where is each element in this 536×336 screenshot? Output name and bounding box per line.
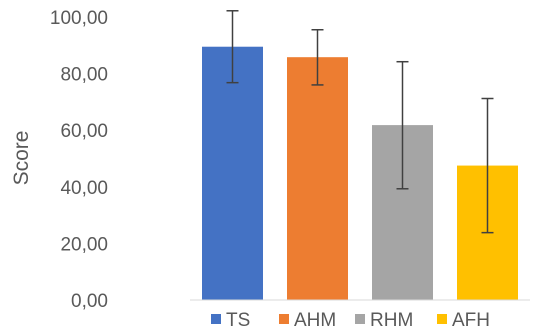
bars bbox=[202, 46, 518, 301]
y-tick-label: 100,00 bbox=[50, 8, 108, 29]
error-bars bbox=[226, 10, 494, 234]
legend-swatch-ts bbox=[211, 314, 221, 324]
bar-ts bbox=[202, 46, 263, 301]
y-tick-label: 20,00 bbox=[60, 234, 108, 255]
y-tick-label: 60,00 bbox=[60, 121, 108, 142]
y-tick-label: 40,00 bbox=[60, 178, 108, 199]
y-axis-title: Score bbox=[10, 131, 33, 186]
legend-swatch-ahm bbox=[279, 314, 289, 324]
y-axis: 0,00 20,00 40,00 60,00 80,00 100,00 bbox=[50, 8, 108, 312]
y-tick-label: 0,00 bbox=[71, 291, 108, 312]
legend-label-ahm: AHM bbox=[294, 310, 336, 331]
legend-swatch-afh bbox=[437, 314, 447, 324]
bar-ahm bbox=[287, 57, 348, 300]
y-tick-label: 80,00 bbox=[60, 65, 108, 86]
legend-swatch-rhm bbox=[355, 314, 365, 324]
legend-label-afh: AFH bbox=[452, 310, 490, 331]
legend-label-ts: TS bbox=[226, 310, 250, 331]
legend: TS AHM RHM AFH bbox=[211, 310, 490, 331]
legend-label-rhm: RHM bbox=[370, 310, 413, 331]
